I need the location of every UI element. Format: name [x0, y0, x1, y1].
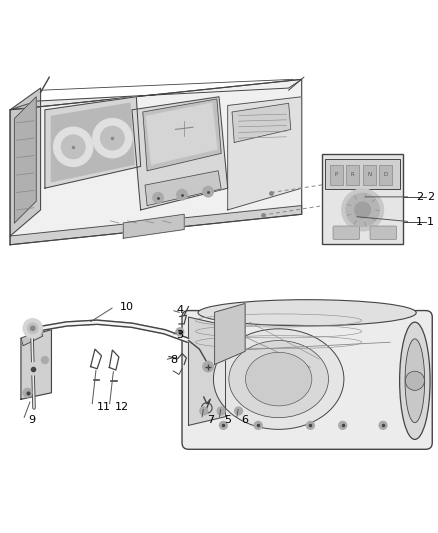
Polygon shape — [10, 88, 41, 236]
Text: 11: 11 — [97, 402, 111, 411]
FancyBboxPatch shape — [182, 311, 432, 449]
Circle shape — [217, 407, 225, 415]
Ellipse shape — [245, 352, 312, 406]
Circle shape — [346, 193, 379, 227]
Text: 10: 10 — [120, 302, 134, 312]
Polygon shape — [146, 103, 217, 164]
Circle shape — [203, 361, 213, 372]
Polygon shape — [143, 99, 221, 171]
Text: 5: 5 — [224, 415, 231, 425]
Polygon shape — [132, 97, 228, 210]
Polygon shape — [45, 97, 141, 188]
Text: 8: 8 — [170, 355, 177, 365]
FancyBboxPatch shape — [370, 226, 396, 239]
Circle shape — [23, 389, 32, 397]
Circle shape — [355, 202, 371, 218]
Polygon shape — [232, 103, 291, 142]
Circle shape — [53, 127, 93, 166]
Text: R: R — [351, 172, 354, 177]
Circle shape — [307, 422, 314, 429]
Circle shape — [177, 189, 187, 200]
Circle shape — [254, 422, 262, 429]
Text: P: P — [335, 172, 338, 177]
FancyBboxPatch shape — [346, 165, 359, 185]
Text: 1: 1 — [416, 217, 423, 227]
Text: 2: 2 — [427, 192, 434, 202]
Text: 2: 2 — [416, 192, 423, 202]
Text: 3: 3 — [177, 330, 184, 340]
Polygon shape — [188, 317, 226, 425]
Circle shape — [235, 407, 243, 415]
Circle shape — [61, 135, 85, 158]
Circle shape — [200, 407, 208, 415]
Text: 7: 7 — [207, 415, 214, 425]
Text: 12: 12 — [115, 402, 129, 411]
Circle shape — [339, 422, 346, 429]
FancyBboxPatch shape — [363, 165, 376, 185]
Polygon shape — [14, 97, 36, 223]
Polygon shape — [10, 79, 302, 110]
Polygon shape — [215, 303, 245, 365]
Polygon shape — [123, 214, 184, 238]
Text: D: D — [384, 172, 388, 177]
Circle shape — [153, 192, 163, 203]
Circle shape — [342, 189, 384, 231]
Circle shape — [42, 357, 48, 364]
Circle shape — [203, 187, 213, 197]
Polygon shape — [51, 103, 134, 182]
Text: 9: 9 — [28, 415, 35, 425]
Circle shape — [219, 422, 227, 429]
Circle shape — [176, 328, 184, 336]
Polygon shape — [21, 329, 51, 399]
Ellipse shape — [229, 341, 328, 418]
Polygon shape — [10, 206, 302, 245]
FancyBboxPatch shape — [333, 226, 360, 239]
Circle shape — [101, 126, 124, 150]
Ellipse shape — [405, 339, 425, 423]
FancyBboxPatch shape — [322, 154, 403, 244]
Text: 4: 4 — [177, 305, 184, 315]
Circle shape — [28, 323, 38, 334]
Text: 1: 1 — [427, 217, 434, 227]
FancyBboxPatch shape — [325, 159, 400, 189]
FancyBboxPatch shape — [329, 165, 343, 185]
Polygon shape — [145, 171, 221, 206]
Circle shape — [405, 371, 424, 390]
Ellipse shape — [213, 329, 344, 430]
Text: N: N — [367, 172, 371, 177]
Circle shape — [93, 118, 132, 158]
Polygon shape — [21, 329, 43, 346]
Ellipse shape — [198, 300, 416, 326]
Polygon shape — [228, 97, 302, 210]
Circle shape — [23, 319, 42, 338]
FancyBboxPatch shape — [379, 165, 392, 185]
Text: 6: 6 — [242, 415, 249, 425]
Ellipse shape — [399, 322, 430, 439]
Circle shape — [31, 326, 35, 330]
Circle shape — [379, 422, 387, 429]
Polygon shape — [10, 79, 302, 245]
Circle shape — [27, 362, 39, 375]
